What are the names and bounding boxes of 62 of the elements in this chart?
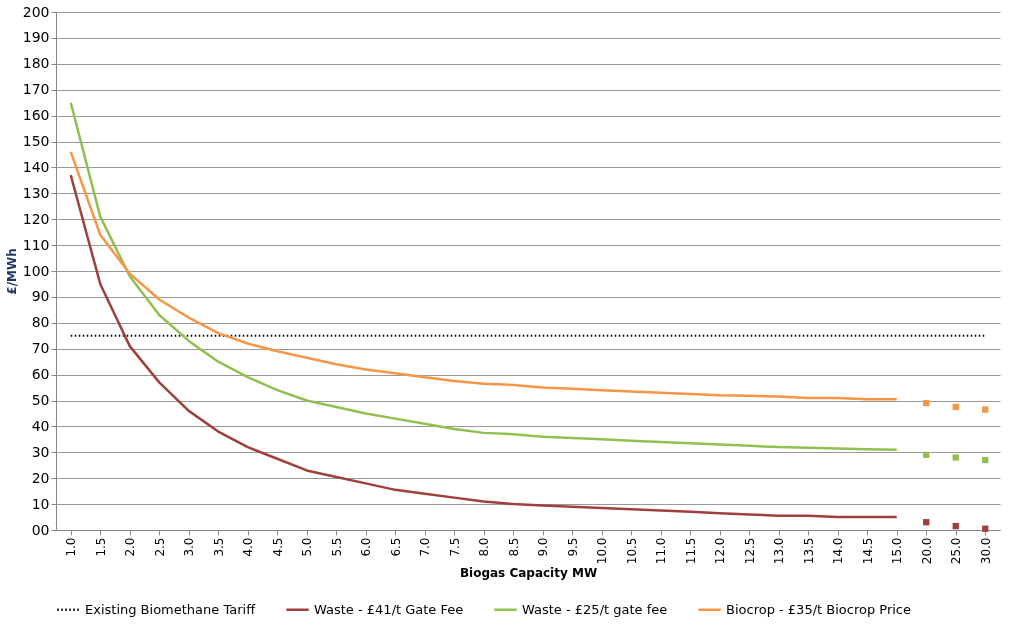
x-tick-label: 10.5 <box>624 537 639 565</box>
x-tick-label: 9.5 <box>565 537 580 557</box>
x-tick-label: 4.0 <box>241 537 256 557</box>
y-tick-label: 180 <box>22 55 50 72</box>
y-tick-label: 50 <box>31 392 50 408</box>
y-tick-label: 80 <box>31 314 50 331</box>
y-tick-label: 00 <box>31 521 50 538</box>
x-tick-label: 8.0 <box>477 537 492 557</box>
x-tick-label: 7.0 <box>418 537 433 557</box>
y-tick-label: 20 <box>31 469 50 486</box>
x-tick-label: 13.0 <box>772 537 787 565</box>
x-tick-label: 3.5 <box>211 537 226 557</box>
legend-label: Biocrop - £35/t Biocrop Price <box>726 601 912 617</box>
x-tick-label: 30.0 <box>978 537 993 565</box>
x-tick-label: 2.5 <box>152 537 167 557</box>
x-tick-label: 5.0 <box>300 537 315 557</box>
x-tick-label: 11.5 <box>683 537 698 565</box>
y-tick-label: 70 <box>31 340 50 357</box>
y-tick-label: 190 <box>22 29 50 46</box>
y-tick-label: 10 <box>31 495 50 512</box>
y-tick-label: 200 <box>22 3 50 20</box>
y-tick-label: 110 <box>22 236 50 253</box>
y-tick-label: 30 <box>31 443 50 460</box>
x-tick-label: 7.5 <box>447 537 462 557</box>
legend-label: Waste - £25/t gate fee <box>522 601 668 617</box>
x-tick-label: 13.5 <box>801 537 816 565</box>
y-tick-label: 120 <box>22 210 50 227</box>
x-tick-label: 14.5 <box>860 537 875 565</box>
y-tick-label: 140 <box>22 158 50 175</box>
y-tick-label: 100 <box>22 262 50 279</box>
x-tick-label: 5.5 <box>329 537 344 557</box>
x-tick-label: 2.0 <box>123 537 138 557</box>
y-tick-label: 90 <box>31 288 50 305</box>
y-tick-label: 130 <box>22 184 50 201</box>
y-tick-label: 40 <box>31 417 50 434</box>
x-tick-label: 12.5 <box>742 537 757 565</box>
x-tick-label: 15.0 <box>890 537 905 565</box>
line-series <box>69 101 898 451</box>
x-tick-label: 1.5 <box>93 537 108 557</box>
x-tick-label: 8.5 <box>506 537 521 557</box>
y-axis-title: £/MWh <box>4 248 19 295</box>
y-tick-label: 150 <box>22 133 50 149</box>
line-series <box>69 173 898 519</box>
legend-label: Existing Biomethane Tariff <box>85 601 257 617</box>
x-tick-label: 12.0 <box>713 537 728 565</box>
x-tick-label: 20.0 <box>919 537 934 565</box>
x-axis-title: Biogas Capacity MW <box>459 566 598 581</box>
x-tick-label: 3.0 <box>182 537 197 557</box>
x-tick-label: 9.0 <box>536 537 551 557</box>
line-series <box>69 150 898 401</box>
x-tick-label: 11.0 <box>654 537 669 565</box>
y-tick-label: 60 <box>31 366 50 383</box>
x-tick-label: 1.0 <box>64 537 79 557</box>
x-tick-label: 25.0 <box>949 537 964 565</box>
x-tick-label: 6.0 <box>359 537 374 557</box>
x-tick-label: 14.0 <box>831 537 846 565</box>
y-tick-label: 170 <box>22 81 50 98</box>
x-tick-label: 10.0 <box>595 537 610 565</box>
x-tick-label: 6.5 <box>388 537 403 557</box>
x-tick-label: 4.5 <box>270 537 285 557</box>
y-tick-label: 160 <box>22 107 50 124</box>
legend-label: Waste - £41/t Gate Fee <box>314 601 464 617</box>
